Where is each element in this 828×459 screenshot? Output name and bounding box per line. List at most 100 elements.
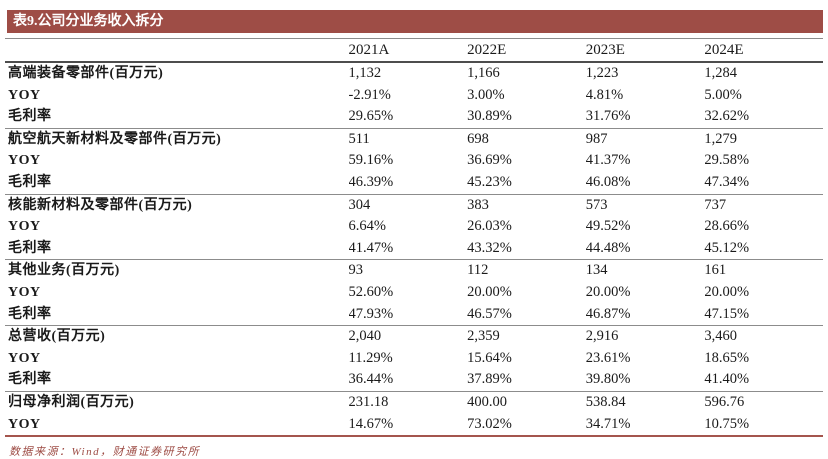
row-value: 45.23% <box>467 173 512 190</box>
table-title-bar: 表9.公司分业务收入拆分 <box>5 10 823 33</box>
row-value: 2,916 <box>585 325 705 348</box>
row-value: 400.00 <box>467 390 586 414</box>
row-value: 20.00% <box>704 283 750 300</box>
table-row: 其他业务(百万元) 93 112 134 161 <box>5 259 823 282</box>
row-value: 29.58% <box>704 152 750 169</box>
row-value: 36.69% <box>467 152 512 169</box>
row-value: 573 <box>585 193 705 217</box>
row-label: 毛利率 <box>8 109 52 125</box>
table-row: YOY -2.91% 3.00% 4.81% 5.00% <box>5 85 823 107</box>
row-label: YOY <box>8 350 41 366</box>
row-label: 毛利率 <box>8 240 52 256</box>
row-value: 28.66% <box>704 218 750 235</box>
row-value: 1,132 <box>348 61 468 85</box>
table-row: 毛利率 41.47% 43.32% 44.48% 45.12% <box>5 238 823 260</box>
row-label: 总营收(百万元) <box>5 325 349 348</box>
row-value: 43.32% <box>467 239 512 256</box>
row-value: 1,223 <box>585 61 705 85</box>
row-value: 304 <box>348 193 468 217</box>
table-row: 毛利率 29.65% 30.89% 31.76% 32.62% <box>5 106 823 128</box>
table-row: YOY 14.67% 73.02% 34.71% 10.75% <box>5 414 823 437</box>
row-value: 10.75% <box>704 415 750 432</box>
row-value: 987 <box>585 127 705 151</box>
row-value: 11.29% <box>348 349 393 366</box>
row-value: -2.91% <box>348 86 391 103</box>
row-value: 231.18 <box>348 390 468 414</box>
row-label: 核能新材料及零部件(百万元) <box>5 193 349 217</box>
row-value: 26.03% <box>467 218 512 235</box>
row-value: 383 <box>467 193 586 217</box>
row-label: 高端装备零部件(百万元) <box>5 61 349 85</box>
table-header: 2021A 2022E 2023E 2024E <box>5 38 823 63</box>
table-row: 总营收(百万元) 2,040 2,359 2,916 3,460 <box>5 325 823 348</box>
data-source-note: 数据来源：Wind，财通证券研究所 <box>9 446 201 459</box>
table-header-row: 2021A 2022E 2023E 2024E <box>5 38 823 63</box>
row-label: 毛利率 <box>8 372 52 388</box>
row-value: 20.00% <box>585 283 631 300</box>
row-label: YOY <box>8 153 41 169</box>
row-value: 34.71% <box>585 415 631 432</box>
row-value: 2,040 <box>348 325 468 348</box>
row-value: 46.08% <box>585 173 631 190</box>
row-value: 1,284 <box>704 61 823 85</box>
table-row: 毛利率 47.93% 46.57% 46.87% 47.15% <box>5 304 823 326</box>
table-row: 毛利率 46.39% 45.23% 46.08% 47.34% <box>5 172 823 194</box>
row-value: 511 <box>348 127 468 151</box>
table-row: 航空航天新材料及零部件(百万元) 511 698 987 1,279 <box>5 127 823 151</box>
row-value: 36.44% <box>348 371 394 388</box>
row-label: 归母净利润(百万元) <box>5 390 349 414</box>
row-label: YOY <box>8 219 41 235</box>
revenue-breakdown-table: 2021A 2022E 2023E 2024E 高端装备零部件(百万元) 1,13… <box>5 38 823 438</box>
row-value: 1,166 <box>467 61 586 85</box>
row-value: 14.67% <box>348 415 394 432</box>
table-row: 归母净利润(百万元) 231.18 400.00 538.84 596.76 <box>5 390 823 414</box>
table-row: YOY 11.29% 15.64% 23.61% 18.65% <box>5 348 823 370</box>
row-value: 41.47% <box>348 239 394 256</box>
row-value: 41.37% <box>585 152 631 169</box>
column-header-2021a: 2021A <box>348 38 468 63</box>
row-label: 毛利率 <box>8 174 52 190</box>
row-label: 航空航天新材料及零部件(百万元) <box>5 127 349 151</box>
row-value: 73.02% <box>467 415 512 432</box>
row-value: 3,460 <box>704 325 823 348</box>
row-value: 39.80% <box>585 371 631 388</box>
row-value: 18.65% <box>704 349 750 366</box>
row-value: 737 <box>704 193 823 217</box>
row-value: 93 <box>348 259 468 282</box>
row-value: 538.84 <box>585 390 705 414</box>
row-value: 52.60% <box>348 283 394 300</box>
row-value: 47.34% <box>704 173 750 190</box>
row-value: 112 <box>467 259 586 282</box>
row-value: 49.52% <box>585 218 631 235</box>
row-label: 毛利率 <box>8 306 52 322</box>
row-value: 161 <box>704 259 823 282</box>
row-value: 134 <box>585 259 705 282</box>
table-row: 核能新材料及零部件(百万元) 304 383 573 737 <box>5 193 823 217</box>
row-value: 23.61% <box>585 349 631 366</box>
row-value: 47.93% <box>348 305 394 322</box>
row-value: 4.81% <box>585 86 624 103</box>
row-label: YOY <box>8 284 41 300</box>
row-value: 46.57% <box>467 305 512 322</box>
row-label: 其他业务(百万元) <box>5 259 349 282</box>
row-value: 59.16% <box>348 152 394 169</box>
table-row: YOY 59.16% 36.69% 41.37% 29.58% <box>5 150 823 172</box>
row-value: 45.12% <box>704 239 750 256</box>
table-row: 高端装备零部件(百万元) 1,132 1,166 1,223 1,284 <box>5 61 823 85</box>
table-row: 毛利率 36.44% 37.89% 39.80% 41.40% <box>5 369 823 391</box>
table-body: 高端装备零部件(百万元) 1,132 1,166 1,223 1,284 YOY -2.91… <box>5 61 823 437</box>
row-value: 31.76% <box>585 108 631 125</box>
row-value: 2,359 <box>467 325 586 348</box>
row-value: 3.00% <box>467 86 505 103</box>
row-value: 30.89% <box>467 108 512 125</box>
table-row: YOY 52.60% 20.00% 20.00% 20.00% <box>5 282 823 304</box>
row-value: 47.15% <box>704 305 750 322</box>
column-header-blank <box>5 38 349 63</box>
row-label: YOY <box>8 416 41 432</box>
column-header-2024e: 2024E <box>704 38 823 63</box>
row-value: 32.62% <box>704 108 750 125</box>
row-value: 46.39% <box>348 173 394 190</box>
row-value: 15.64% <box>467 349 512 366</box>
column-header-2022e: 2022E <box>467 38 586 63</box>
